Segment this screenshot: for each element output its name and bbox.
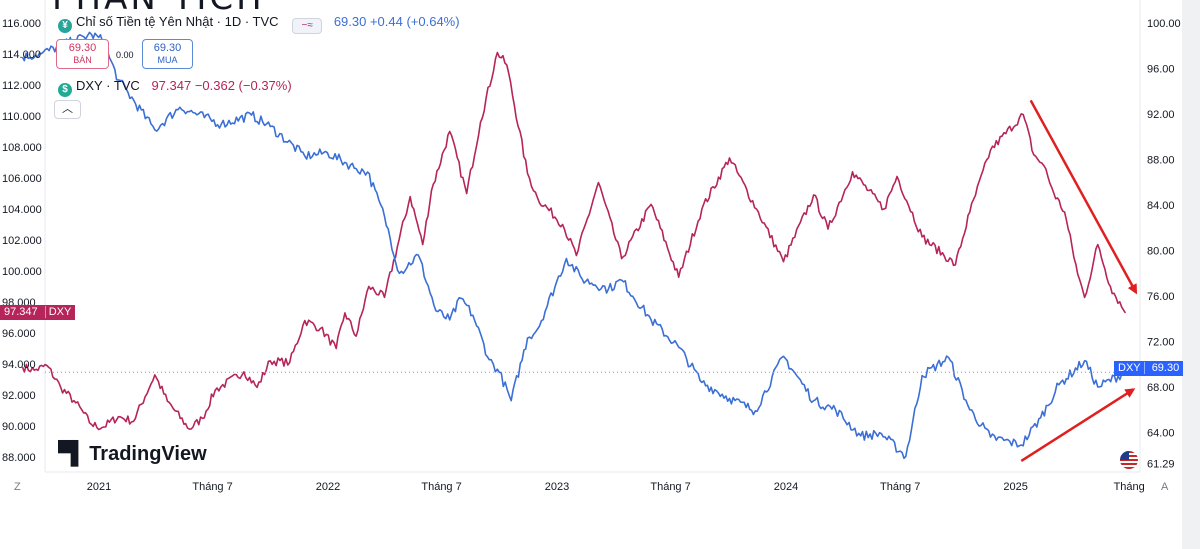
left-axis-tick: 108.000 [2, 142, 42, 154]
right-axis-tick: 96.00 [1147, 64, 1175, 76]
dxy-tag-label: DXY [44, 306, 72, 318]
dxy-last-value: 97.347 [4, 306, 38, 318]
us-flag-icon [1120, 451, 1138, 469]
left-axis-tick: 104.000 [2, 204, 42, 216]
left-axis-tick: 100.000 [2, 266, 42, 278]
right-axis-tick: 92.00 [1147, 109, 1175, 121]
time-axis-tick: Tháng 7 [421, 481, 461, 493]
right-axis-tick: 64.00 [1147, 428, 1175, 440]
spread-value: 0.00 [116, 50, 134, 60]
jpy-series-line[interactable] [21, 31, 1127, 460]
dollar-icon: $ [58, 83, 72, 97]
dxy-series-line[interactable] [21, 51, 1127, 431]
time-axis-tick: 2024 [774, 481, 798, 493]
right-axis-tick: 61.29 [1147, 458, 1175, 470]
jpy-price-tag: DXY 69.30 [1114, 361, 1184, 376]
time-axis-tick: Tháng 7 [192, 481, 232, 493]
jpy-tag-label: DXY [1118, 362, 1145, 374]
sell-price-box[interactable]: 69.30 BÁN [56, 39, 109, 69]
tradingview-mark-icon: ▀▌ [58, 440, 86, 465]
main-series-legend[interactable]: ¥ Chỉ số Tiền tệ Yên Nhật · 1D · TVC −≈ 6… [58, 14, 460, 34]
sell-price: 69.30 [68, 42, 97, 54]
yen-icon: ¥ [58, 19, 72, 33]
time-axis-tick: Tháng [1114, 481, 1145, 493]
left-axis-tick: 114.000 [2, 49, 41, 61]
auto-scale-button[interactable]: A [1161, 481, 1169, 493]
left-axis-tick: 106.000 [2, 173, 42, 185]
left-axis-tick: 94.000 [2, 359, 36, 371]
buy-label: MUA [157, 55, 178, 65]
time-axis-tick: 2025 [1003, 481, 1027, 493]
right-axis-tick: 100.00 [1147, 18, 1181, 30]
right-axis-tick: 76.00 [1147, 291, 1175, 303]
right-axis-tick: 84.00 [1147, 200, 1175, 212]
downtrend-arrow [1029, 99, 1138, 295]
main-series-value: 69.30 +0.44 (+0.64%) [333, 14, 460, 29]
jpy-last-value: 69.30 [1151, 362, 1180, 374]
compare-series-legend[interactable]: $ DXY · TVC 97.347 −0.362 (−0.37%) [58, 78, 292, 97]
zoom-reset-button[interactable]: Z [14, 481, 21, 493]
left-axis-tick: 92.000 [2, 390, 36, 402]
annotation-layer [1020, 99, 1138, 462]
compare-series-value: 97.347 −0.362 (−0.37%) [151, 78, 292, 93]
right-axis-tick: 68.00 [1147, 382, 1175, 394]
right-axis-tick: 80.00 [1147, 246, 1175, 258]
tradingview-logo: ▀▌ TradingView [58, 440, 207, 466]
left-axis-tick: 110.000 [2, 111, 41, 123]
right-axis-tick: 88.00 [1147, 155, 1175, 167]
buy-price-box[interactable]: 69.30 MUA [142, 39, 193, 69]
left-axis-tick: 90.000 [2, 421, 36, 433]
time-axis-tick: Tháng 7 [880, 481, 920, 493]
right-gutter [1182, 0, 1200, 549]
left-axis-tick: 112.000 [2, 80, 41, 92]
series-layer [21, 31, 1127, 460]
right-axis-tick: 72.00 [1147, 337, 1175, 349]
chevron-up-icon: ︿ [62, 103, 73, 115]
dxy-price-tag: 97.347 DXY [0, 305, 76, 320]
main-series-title: Chỉ số Tiền tệ Yên Nhật · 1D · TVC [76, 14, 279, 29]
time-axis-tick: 2021 [87, 481, 111, 493]
left-axis-tick: 96.000 [2, 328, 36, 340]
buy-price: 69.30 [153, 42, 182, 54]
time-axis-tick: 2023 [545, 481, 569, 493]
collapse-legend-button[interactable]: ︿ [54, 100, 81, 119]
left-axis-tick: 102.000 [2, 235, 42, 247]
time-axis-tick: 2022 [316, 481, 340, 493]
sell-label: BÁN [73, 55, 92, 65]
tradingview-wordmark: TradingView [89, 443, 207, 465]
indicator-toggle-pill[interactable]: −≈ [292, 18, 323, 34]
uptrend-arrow [1020, 388, 1136, 462]
header-fragment: PHÂN TÍCH [52, 0, 265, 18]
left-axis-tick: 116.000 [2, 18, 41, 30]
axis-layer: 116.000 114.000 112.000 110.000 108.000 106.0… [2, 18, 1181, 493]
time-axis-tick: Tháng 7 [650, 481, 690, 493]
compare-series-title: DXY · TVC [76, 78, 140, 93]
left-axis-tick: 88.000 [2, 452, 36, 464]
